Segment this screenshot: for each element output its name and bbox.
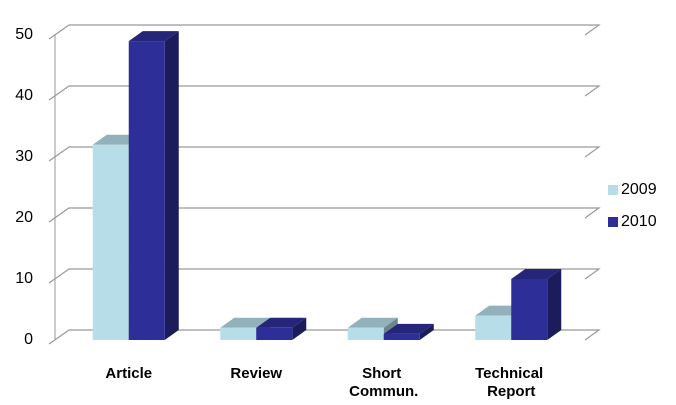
bar [128, 31, 179, 340]
bar-side [547, 269, 562, 340]
y-tick-label: 30 [15, 148, 33, 165]
x-tick-label: Article [105, 365, 152, 382]
grid-line [48, 85, 601, 101]
x-tick-label: Review [230, 365, 282, 382]
bar-top [511, 269, 562, 279]
y-tick-label: 20 [15, 209, 33, 226]
label-line: Commun. [349, 383, 418, 400]
x-tick-label: Technical Report [475, 365, 547, 400]
bar-front [475, 315, 512, 340]
bar-front [511, 279, 548, 340]
bar-top [383, 323, 434, 334]
legend-swatch [608, 185, 618, 195]
label-line: Technical [475, 365, 547, 382]
bar-top [347, 317, 398, 328]
grid-line [48, 146, 601, 162]
grid-line [48, 24, 601, 40]
grid-line [48, 207, 601, 223]
grid-line [48, 268, 601, 284]
x-tick-label: Short Commun. [349, 365, 418, 400]
bar-front [128, 41, 165, 340]
bar-top [128, 31, 179, 42]
y-tick-label: 50 [15, 26, 33, 43]
bar [511, 269, 562, 340]
legend-label: 2010 [621, 213, 657, 230]
bar-front [256, 327, 293, 340]
bar-side [292, 317, 307, 340]
bar-side [164, 31, 179, 340]
bar-front [347, 327, 384, 340]
legend-label: 2009 [621, 181, 657, 198]
bar-front [383, 333, 420, 340]
bar-top [220, 317, 271, 328]
bar [256, 317, 307, 340]
bar-side [419, 323, 434, 340]
y-tick-label: 40 [15, 87, 33, 104]
bar-front [92, 144, 129, 340]
label-line: Report [487, 383, 535, 400]
bar [383, 323, 434, 340]
y-tick-label: 10 [15, 270, 33, 287]
label-line: Short [362, 365, 405, 382]
legend-swatch [608, 217, 618, 227]
y-tick-label: 0 [24, 331, 33, 348]
bar-top [256, 317, 307, 328]
grid-line [48, 329, 601, 345]
bar-front [220, 327, 257, 340]
